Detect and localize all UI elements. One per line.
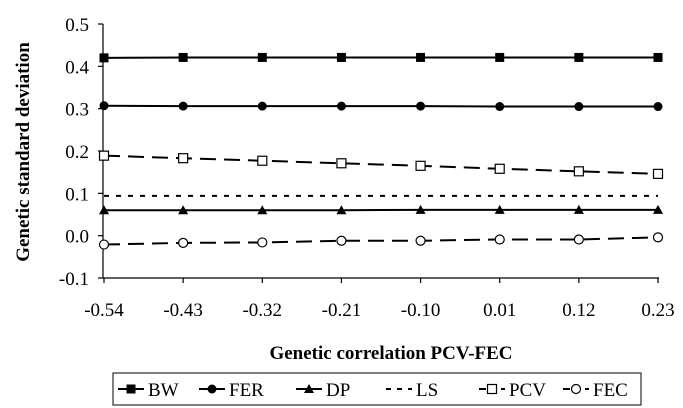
data-point-dp [653,204,663,214]
legend-item-fer: FER [199,380,264,401]
data-point-fec [494,234,505,245]
x-tick-label: -0.21 [322,300,362,321]
data-point-bw [99,53,109,63]
data-point-dp [178,205,189,215]
y-tick-label: 0.3 [65,100,89,121]
x-tick-label: -0.54 [84,300,124,321]
data-point-bw [416,52,426,62]
legend: BW FER DP LS PCV FEC [118,380,628,401]
legend-item-pcv: PCV [479,380,546,401]
series-fec [98,232,664,250]
legend-item-dp: DP [296,380,350,401]
x-tick-label: 0.23 [641,300,674,321]
data-point-bw [178,52,188,62]
data-point-bw [257,52,267,62]
legend-swatch-marker [207,384,217,394]
legend-item-bw: BW [118,380,179,401]
plot-series [98,52,664,250]
data-point-fer [416,101,426,111]
y-axis-title: Genetic standard deviation [13,42,34,262]
data-point-pcv [98,150,110,161]
y-tick-label: 0.0 [65,227,89,248]
data-point-pcv [573,166,584,177]
data-point-pcv [178,153,189,164]
series-dp [99,204,663,215]
data-point-bw [653,52,663,62]
legend-item-ls: LS [386,380,438,401]
data-point-fec [652,232,664,243]
data-point-pcv [494,163,505,174]
data-point-pcv [257,155,268,166]
series-line-pcv [103,154,659,175]
data-point-fer [178,101,188,111]
data-point-fer [336,101,346,111]
legend-label: BW [148,380,179,401]
data-point-dp [415,204,426,214]
legend-swatch-marker [304,384,314,393]
legend-label: DP [326,380,350,401]
series-bw [99,52,663,63]
legend-swatch-marker [486,383,498,395]
x-tick-label: 0.12 [562,300,595,321]
x-tick-label: -0.32 [242,300,282,321]
x-tick-label: -0.10 [401,300,441,321]
y-tick-label: -0.1 [59,269,89,290]
x-tick-label: 0.01 [483,300,516,321]
data-point-fec [98,239,110,250]
y-tick-label: 0.4 [65,57,89,78]
series-line-fer [103,104,658,108]
data-point-fec [178,237,189,248]
data-point-fec [573,234,584,245]
data-point-fer [99,101,109,111]
x-tick-label: -0.43 [163,300,203,321]
legend-label: PCV [509,380,546,401]
data-point-bw [574,52,584,62]
data-point-fec [336,235,347,246]
data-point-dp [99,205,109,215]
y-tick-label: 0.2 [65,142,89,163]
legend-box [112,372,642,406]
x-axis-ticks: -0.54 -0.43 -0.32 -0.21 -0.10 0.01 0.12 0.23 [84,278,675,321]
data-point-fer [574,102,584,112]
data-point-fer [653,102,663,112]
data-point-pcv [336,158,347,169]
legend-swatch-marker [570,383,582,395]
series-fer [99,101,663,112]
legend-swatch-marker [126,384,136,394]
y-axis-ticks: -0.1 0.0 0.1 0.2 0.3 0.4 0.5 [59,15,103,290]
legend-label: FEC [593,380,628,401]
data-point-fer [495,102,505,112]
legend-label: FER [229,380,264,401]
data-point-bw [495,52,505,62]
data-point-dp [573,204,584,214]
legend-item-fec: FEC [563,380,628,401]
legend-label: LS [416,380,438,401]
data-point-fec [415,235,426,246]
series-line-fec [103,236,659,246]
data-point-bw [336,52,346,62]
y-tick-label: 0.1 [65,184,89,205]
x-axis-title: Genetic correlation PCV-FEC [269,343,512,364]
data-point-dp [494,204,505,214]
data-point-dp [336,205,347,215]
y-tick-label: 0.5 [65,15,89,36]
data-point-pcv [415,160,426,171]
data-point-fec [257,237,268,248]
data-point-dp [257,205,268,215]
data-point-pcv [652,168,664,179]
series-pcv [98,150,664,179]
data-point-fer [257,101,267,111]
